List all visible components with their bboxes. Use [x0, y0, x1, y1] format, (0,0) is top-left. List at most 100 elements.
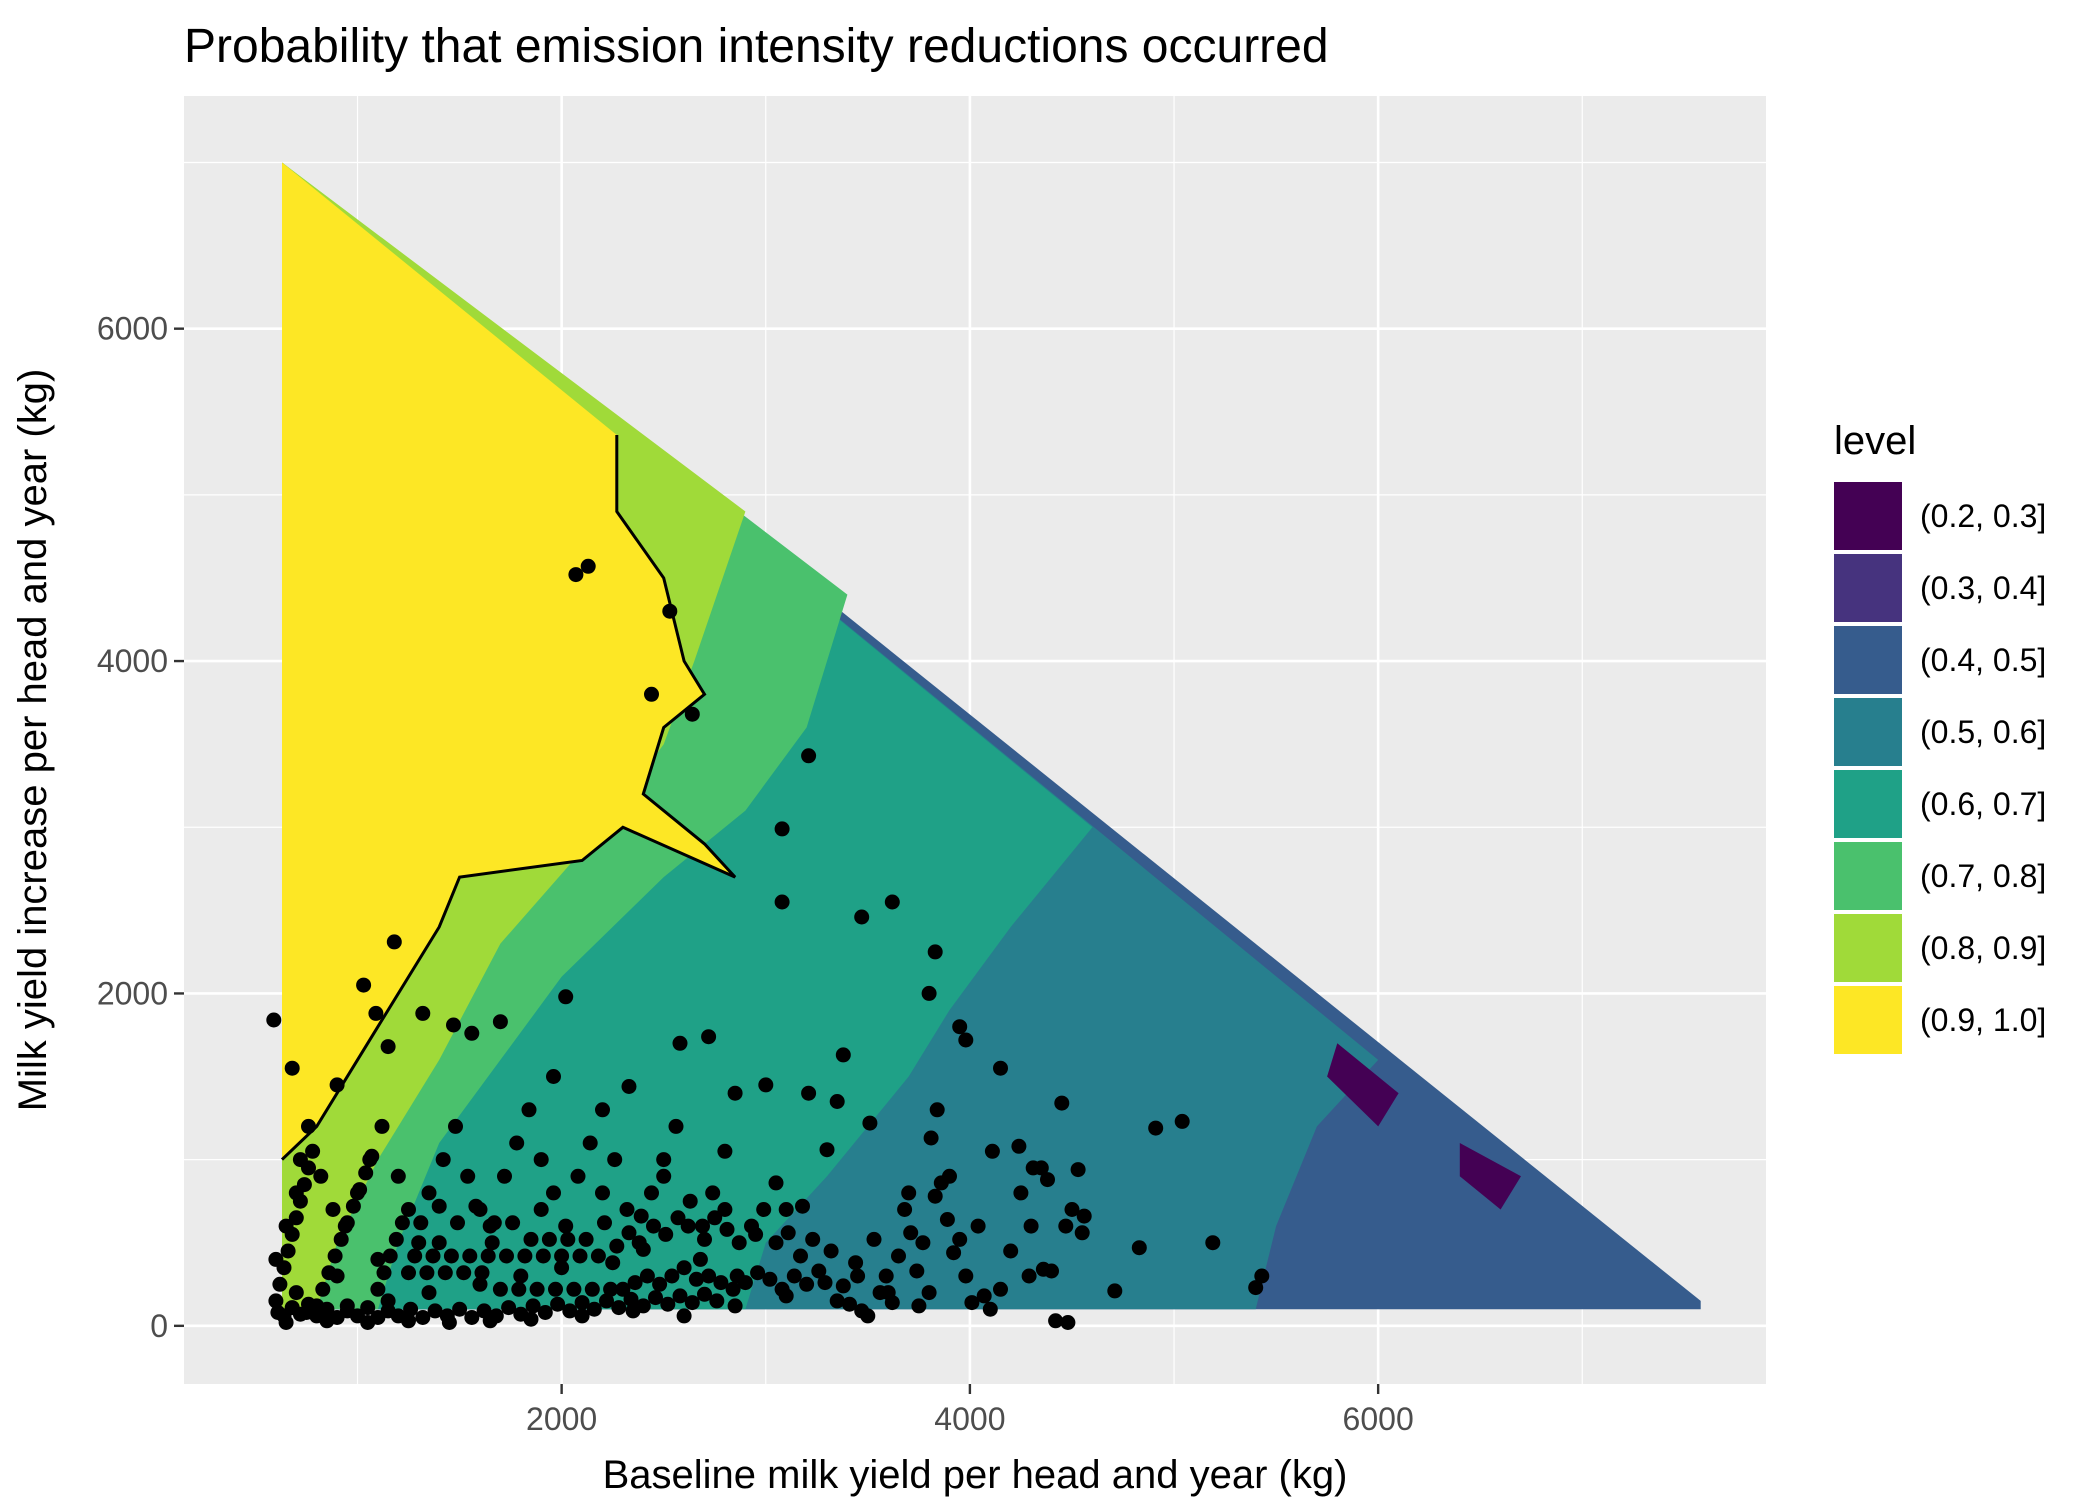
data-point	[668, 1118, 684, 1134]
data-point	[439, 1308, 455, 1324]
data-point	[284, 1226, 300, 1242]
data-point	[554, 1248, 570, 1264]
data-point	[774, 894, 790, 910]
data-point	[603, 1281, 619, 1297]
data-point	[425, 1248, 441, 1264]
legend-label: (0.9, 1.0]	[1920, 1002, 2046, 1038]
data-point	[582, 1135, 598, 1151]
y-tick-label: 2000	[97, 975, 168, 1011]
data-point	[272, 1276, 288, 1292]
data-point	[982, 1301, 998, 1317]
data-point	[1064, 1202, 1080, 1217]
data-point	[480, 1248, 496, 1264]
data-point	[1070, 1162, 1086, 1178]
data-point	[505, 1215, 521, 1231]
data-point	[633, 1208, 649, 1224]
data-point	[952, 1019, 968, 1035]
data-point	[288, 1210, 304, 1226]
data-point	[835, 1047, 851, 1063]
data-point	[848, 1255, 864, 1271]
data-point	[768, 1235, 784, 1251]
data-point	[529, 1281, 545, 1297]
data-point	[431, 1235, 447, 1251]
data-point	[778, 1202, 794, 1217]
data-point	[701, 1029, 717, 1045]
data-point	[523, 1231, 539, 1247]
data-point	[927, 944, 943, 960]
data-point	[301, 1296, 316, 1312]
data-point	[676, 1308, 692, 1324]
data-point	[292, 1193, 308, 1209]
data-point	[460, 1168, 476, 1184]
data-point	[462, 1248, 478, 1264]
data-point	[842, 1296, 857, 1312]
data-point	[1023, 1218, 1039, 1234]
data-point	[731, 1235, 747, 1251]
data-point	[656, 1168, 672, 1184]
x-tick-label: 2000	[526, 1401, 597, 1437]
data-point	[517, 1248, 533, 1264]
data-point	[474, 1265, 490, 1281]
data-point	[401, 1202, 416, 1217]
data-point	[611, 1300, 627, 1316]
data-point	[911, 1298, 927, 1314]
data-point	[574, 1295, 590, 1311]
data-point	[370, 1251, 386, 1267]
data-point	[658, 1226, 674, 1242]
data-point	[866, 1231, 882, 1247]
legend-label: (0.8, 0.9]	[1920, 930, 2046, 966]
data-point	[533, 1152, 549, 1168]
data-point	[292, 1306, 308, 1322]
data-point	[364, 1148, 380, 1164]
data-point	[315, 1281, 331, 1297]
data-point	[578, 1231, 594, 1247]
data-point	[884, 1295, 900, 1311]
legend-key	[1834, 770, 1902, 838]
data-point	[421, 1185, 437, 1201]
data-point	[572, 1248, 588, 1264]
data-point	[509, 1135, 525, 1151]
data-point	[1054, 1095, 1070, 1111]
data-point	[595, 1185, 610, 1201]
data-point	[431, 1198, 447, 1214]
data-point	[707, 1210, 723, 1226]
data-point	[878, 1268, 894, 1284]
data-point	[1060, 1315, 1076, 1330]
data-point	[697, 1231, 712, 1247]
data-point	[313, 1168, 329, 1184]
x-axis-title: Baseline milk yield per head and year (k…	[603, 1453, 1348, 1497]
data-point	[325, 1202, 341, 1217]
data-point	[799, 1276, 815, 1292]
data-point	[374, 1118, 390, 1134]
data-point	[560, 1231, 576, 1247]
data-point	[750, 1265, 766, 1281]
data-point	[492, 1281, 508, 1297]
data-point	[415, 1005, 431, 1021]
data-point	[717, 1202, 733, 1217]
data-point	[380, 1039, 396, 1055]
data-point	[266, 1012, 282, 1028]
data-point	[635, 1298, 651, 1314]
data-point	[664, 1268, 680, 1284]
legend-label: (0.6, 0.7]	[1920, 786, 2046, 822]
data-point	[891, 1248, 906, 1264]
data-point	[1107, 1283, 1123, 1299]
data-point	[774, 1281, 790, 1297]
legend-label: (0.7, 0.8]	[1920, 858, 2046, 894]
data-point	[333, 1231, 349, 1247]
data-point	[541, 1231, 557, 1247]
data-point	[413, 1215, 429, 1231]
data-point	[676, 1260, 692, 1276]
data-point	[623, 1291, 639, 1307]
data-point	[976, 1288, 992, 1304]
data-point	[1011, 1138, 1027, 1154]
data-point	[744, 1218, 759, 1234]
data-point	[909, 1263, 925, 1279]
data-point	[819, 1142, 835, 1158]
contour-region	[1459, 1143, 1521, 1210]
contour-boundary-line	[280, 435, 737, 1161]
contour-region	[282, 162, 736, 1160]
data-point	[952, 1231, 968, 1247]
contour-region	[1327, 1043, 1399, 1127]
data-point	[437, 1265, 453, 1281]
